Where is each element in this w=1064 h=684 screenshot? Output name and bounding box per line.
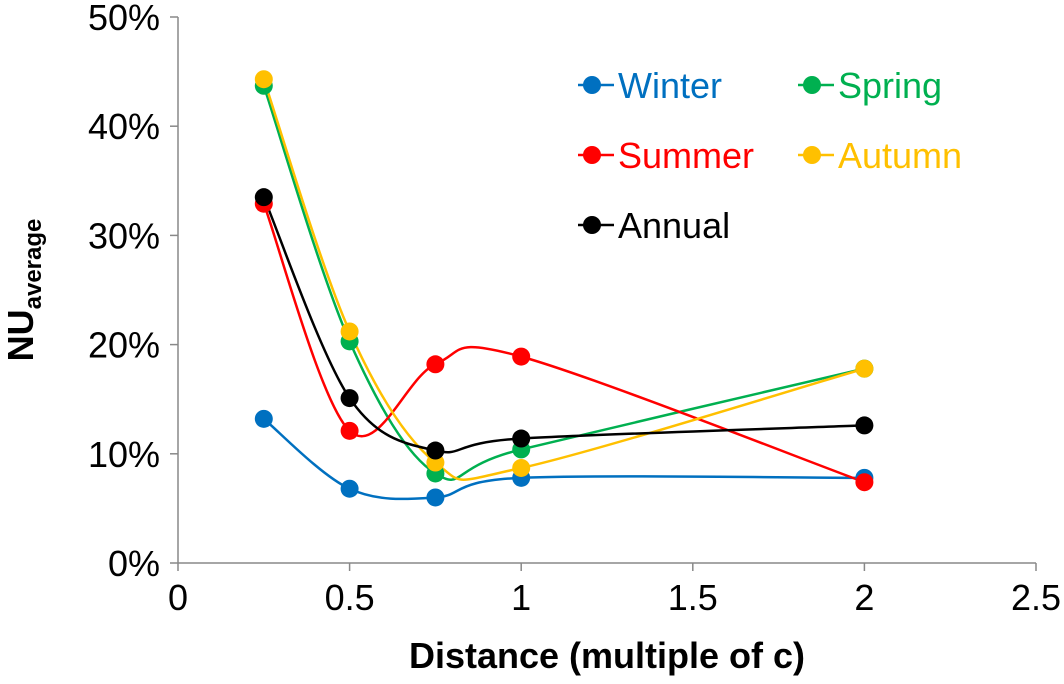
data-point-annual [512, 429, 531, 448]
y-axis-label: NUaverage [0, 219, 47, 362]
y-tick-label: 10% [88, 434, 160, 475]
y-tick-label: 50% [88, 0, 160, 38]
data-point-autumn [340, 322, 359, 341]
data-point-winter [254, 409, 273, 428]
data-point-annual [426, 441, 445, 460]
axes: 0% 10% 20% 30% 40% 50% 0 0.5 1 1.5 2 2.5 [88, 0, 1061, 618]
x-axis-label: Distance (multiple of c) [409, 635, 805, 676]
legend-label-summer: Summer [618, 135, 754, 176]
series-line-winter [263, 417, 865, 501]
data-point-summer [855, 473, 874, 492]
data-point-autumn [254, 70, 273, 89]
legend-label-autumn: Autumn [838, 135, 962, 176]
x-tick-label: 1 [511, 577, 531, 618]
y-axis-label-main: NU [0, 309, 41, 361]
x-tick-label: 1.5 [668, 577, 718, 618]
legend-marker-spring [803, 76, 821, 94]
data-point-annual [340, 389, 359, 408]
legend-label-annual: Annual [618, 205, 730, 246]
series-line-autumn [262, 78, 865, 481]
legend: Winter Spring Summer Autumn Annual [578, 65, 962, 246]
x-tick-label: 2.5 [1011, 577, 1061, 618]
data-point-summer [340, 421, 359, 440]
legend-label-winter: Winter [618, 65, 722, 106]
legend-marker-annual [583, 216, 601, 234]
series-line-spring [262, 85, 865, 481]
y-tick-label: 30% [88, 215, 160, 256]
data-point-winter [340, 479, 359, 498]
data-point-summer [426, 355, 445, 374]
data-point-summer [512, 347, 531, 366]
y-tick-label: 40% [88, 106, 160, 147]
x-tick-label: 2 [854, 577, 874, 618]
data-point-winter [426, 488, 445, 507]
y-tick-label: 20% [88, 325, 160, 366]
data-point-autumn [855, 359, 874, 378]
series-points [254, 70, 874, 507]
y-tick-label: 0% [108, 543, 160, 584]
y-axis-label-sub: average [20, 219, 47, 310]
x-tick-label: 0 [168, 577, 188, 618]
data-point-autumn [512, 458, 531, 477]
legend-marker-autumn [803, 146, 821, 164]
data-point-annual [855, 416, 874, 435]
legend-marker-winter [583, 76, 601, 94]
legend-marker-summer [583, 146, 601, 164]
data-point-annual [254, 188, 273, 207]
x-tick-label: 0.5 [325, 577, 375, 618]
legend-label-spring: Spring [838, 65, 942, 106]
